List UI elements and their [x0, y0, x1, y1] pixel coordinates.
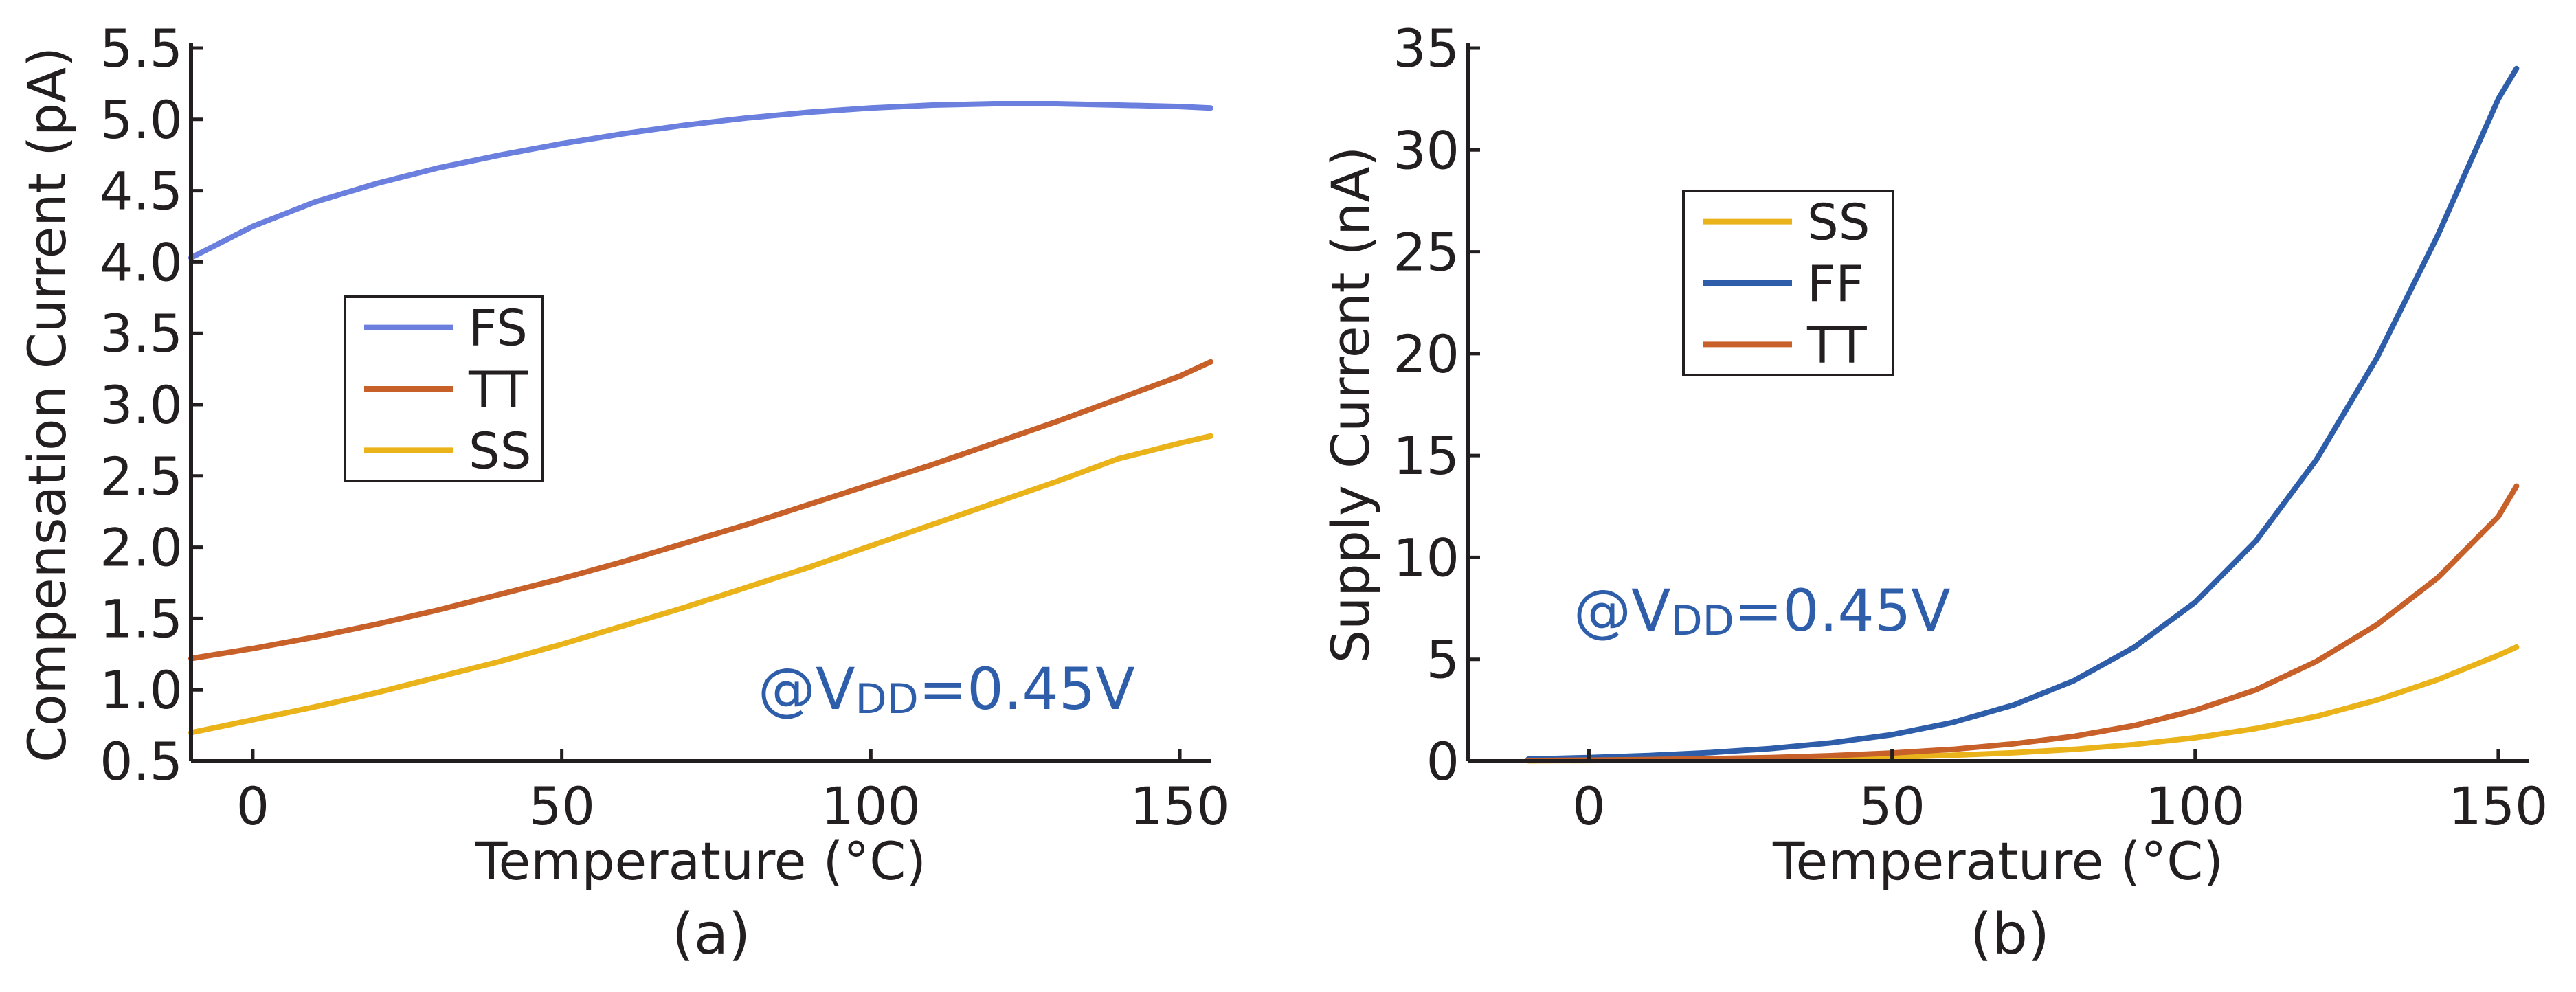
- series-line-ff: [1525, 65, 2520, 762]
- y-tick-label: 1.5: [100, 588, 183, 649]
- y-tick-label: 0: [1426, 731, 1459, 792]
- x-tick-label: 50: [1859, 776, 1925, 837]
- x-axis-label: Temperature (°C): [475, 831, 926, 892]
- y-tick-label: 30: [1393, 120, 1459, 181]
- y-tick-label: 3.0: [100, 374, 183, 436]
- legend-label-ff: FF: [1807, 255, 1864, 313]
- x-tick-label: 50: [528, 776, 595, 837]
- y-tick-label: 25: [1393, 222, 1459, 283]
- y-tick-label: 5.5: [100, 18, 183, 79]
- vdd-annotation: @VDD=0.45V: [1573, 577, 1951, 645]
- y-tick-label: 2.5: [100, 446, 183, 507]
- panel-b: 0 5 10 15 20 25 30 35 0 50 100 150 Temperature (°C) S…: [1320, 18, 2548, 967]
- vdd-annotation: @VDD=0.45V: [758, 655, 1135, 723]
- series-line-tt: [1525, 483, 2520, 764]
- y-tick-label: 0.5: [100, 731, 183, 792]
- legend-label-tt: TT: [468, 361, 529, 418]
- y-axis-label: Compensation Current (pA): [16, 47, 78, 763]
- panel-caption: (a): [672, 902, 750, 967]
- vdd-annotation-suffix: =0.45V: [919, 655, 1135, 723]
- series-line-fs: [188, 101, 1213, 261]
- panel-a: 0.5 1.0 1.5 2.0 2.5 3.0 3.5 4.0 4.5 5.0 5.5 0 50 100 1…: [16, 18, 1230, 967]
- y-axis-label: Supply Current (nA): [1320, 146, 1381, 663]
- vdd-annotation-subscript: DD: [855, 675, 918, 723]
- y-tick-label: 20: [1393, 324, 1459, 385]
- legend-label-fs: FS: [469, 300, 528, 357]
- series-line-tt: [188, 359, 1213, 662]
- x-tick-label: 0: [236, 776, 269, 837]
- x-tick-label: 150: [1130, 776, 1229, 837]
- y-tick-label: 10: [1393, 527, 1459, 588]
- legend-label-ss: SS: [1807, 194, 1870, 251]
- y-tick-label: 15: [1393, 425, 1459, 486]
- y-tick-label: 4.5: [100, 161, 183, 222]
- vdd-annotation-subscript: DD: [1670, 597, 1734, 645]
- y-tick-label: 5.0: [100, 89, 183, 150]
- x-tick-label: 150: [2448, 776, 2548, 837]
- legend-label-tt: TT: [1806, 316, 1868, 374]
- y-tick-label: 5: [1426, 629, 1459, 690]
- vdd-annotation-prefix: @V: [1573, 577, 1670, 644]
- y-tick-label: 3.5: [100, 303, 183, 364]
- x-tick-label: 0: [1572, 776, 1605, 837]
- legend-label-ss: SS: [469, 422, 531, 480]
- y-tick-label: 35: [1393, 18, 1459, 79]
- vdd-annotation-prefix: @V: [758, 655, 855, 723]
- x-axis-label: Temperature (°C): [1772, 831, 2224, 892]
- panel-caption: (b): [1970, 902, 2050, 967]
- y-tick-label: 1.0: [100, 660, 183, 721]
- vdd-annotation-suffix: =0.45V: [1734, 577, 1951, 644]
- x-tick-label: 100: [821, 776, 921, 837]
- series-line-ss: [188, 433, 1213, 736]
- y-tick-label: 2.0: [100, 517, 183, 578]
- y-tick-label: 4.0: [100, 232, 183, 293]
- x-tick-label: 100: [2145, 776, 2245, 837]
